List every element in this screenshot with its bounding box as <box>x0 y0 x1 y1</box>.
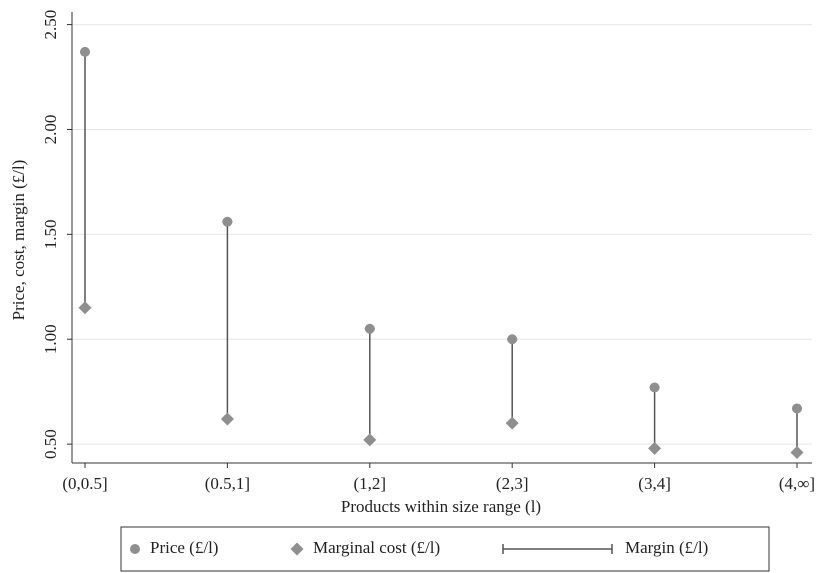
cost-point <box>220 412 234 426</box>
price-point <box>507 334 518 345</box>
x-tick-label: (2,3] <box>496 474 529 493</box>
cost-point <box>78 301 92 315</box>
x-axis-label: Products within size range (l) <box>341 497 541 516</box>
y-tick-label: 0.50 <box>41 429 60 459</box>
y-tick-label: 1.00 <box>41 324 60 354</box>
y-tick-label: 1.50 <box>41 219 60 249</box>
margin-bar <box>364 327 375 441</box>
cost-point <box>363 433 377 447</box>
margin-bar <box>222 221 233 420</box>
cost-point <box>505 416 519 430</box>
price-point <box>364 323 375 334</box>
y-tick-label: 2.00 <box>41 115 60 145</box>
cost-point <box>790 446 804 460</box>
margin-bar <box>80 51 90 309</box>
price-point <box>80 46 90 57</box>
x-tick-label: (0,0.5] <box>62 474 107 493</box>
x-tick-label: (3,4] <box>638 474 671 493</box>
legend-marker <box>290 542 304 556</box>
legend-label: Marginal cost (£/l) <box>313 538 440 557</box>
legend-marker <box>130 544 140 554</box>
price-point <box>222 216 233 227</box>
margin-bar <box>792 407 802 454</box>
x-tick-label: (4,∞] <box>779 474 815 493</box>
margin-bar <box>507 338 518 424</box>
price-point <box>649 382 660 393</box>
y-axis-label: Price, cost, margin (£/l) <box>9 160 28 321</box>
legend-marker <box>502 544 613 554</box>
legend-label: Price (£/l) <box>150 538 218 557</box>
legend-label: Margin (£/l) <box>625 538 708 557</box>
legend-box <box>120 526 770 572</box>
price-point <box>792 403 802 414</box>
x-tick-label: (0.5,1] <box>205 474 250 493</box>
margin-bar <box>649 386 660 450</box>
y-tick-label: 2.50 <box>41 10 60 40</box>
cost-point <box>648 441 662 455</box>
x-tick-label: (1,2] <box>354 474 387 493</box>
